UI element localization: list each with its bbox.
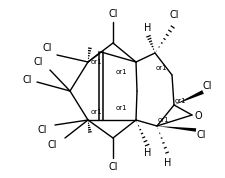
Text: H: H bbox=[144, 23, 151, 33]
Text: H: H bbox=[164, 158, 171, 168]
Text: Cl: Cl bbox=[42, 43, 52, 53]
Text: Cl: Cl bbox=[22, 75, 32, 85]
Text: or1: or1 bbox=[173, 98, 185, 104]
Text: Cl: Cl bbox=[37, 125, 47, 135]
Text: or1: or1 bbox=[115, 69, 126, 75]
Text: Cl: Cl bbox=[47, 140, 56, 150]
Text: O: O bbox=[193, 111, 201, 121]
Text: Cl: Cl bbox=[33, 57, 43, 67]
Text: or1: or1 bbox=[90, 109, 101, 115]
Text: Cl: Cl bbox=[201, 81, 211, 91]
Text: Cl: Cl bbox=[195, 130, 205, 140]
Text: or1: or1 bbox=[157, 117, 168, 123]
Text: Cl: Cl bbox=[108, 162, 117, 172]
Text: Cl: Cl bbox=[169, 10, 178, 20]
Text: or1: or1 bbox=[115, 105, 126, 111]
Text: H: H bbox=[144, 148, 151, 158]
Polygon shape bbox=[173, 90, 203, 105]
Text: Cl: Cl bbox=[108, 9, 117, 19]
Text: or1: or1 bbox=[155, 65, 166, 71]
Text: or1: or1 bbox=[90, 59, 101, 65]
Polygon shape bbox=[156, 126, 195, 132]
